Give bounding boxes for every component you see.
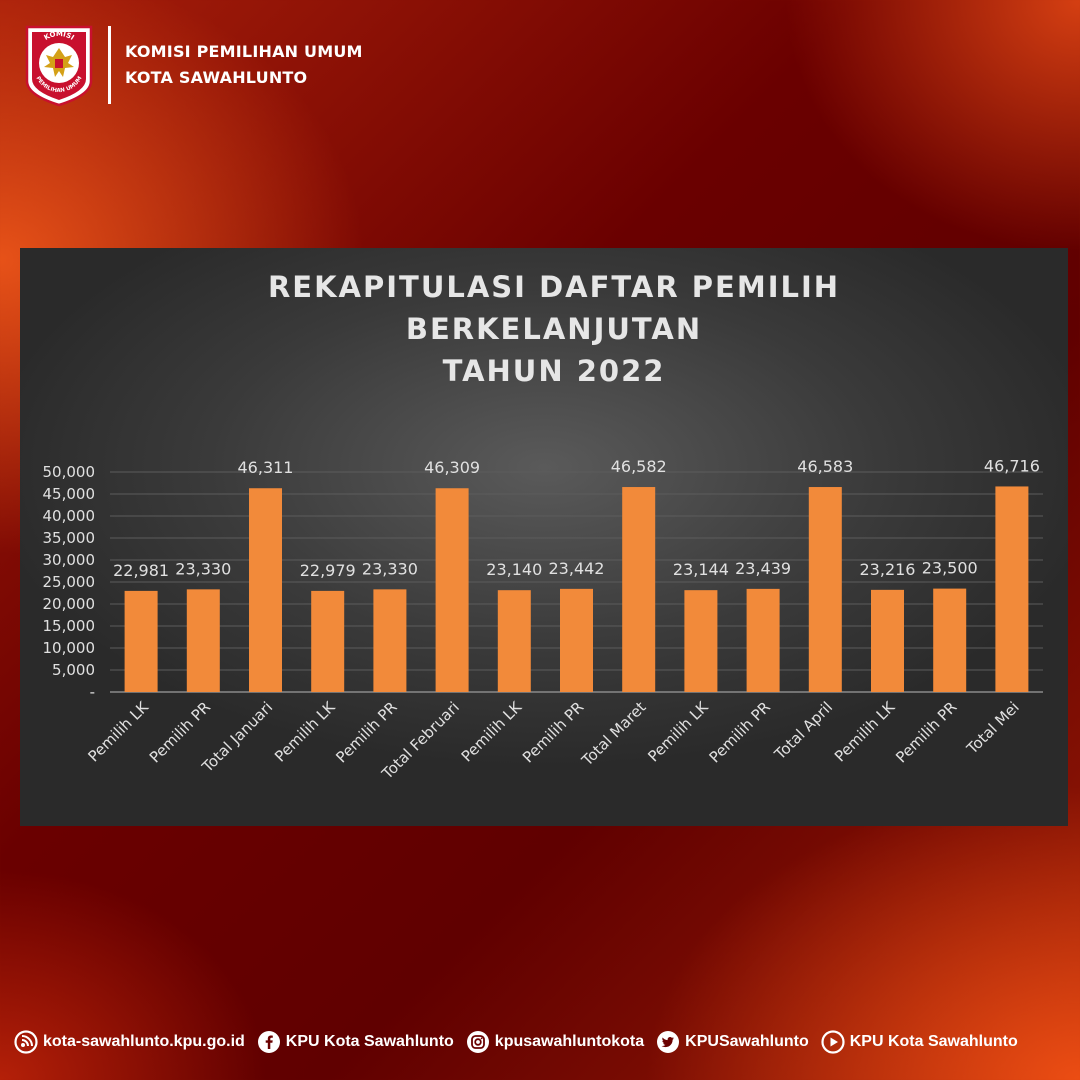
footer-facebook-text: KPU Kota Sawahlunto [285,1033,454,1050]
bar [560,588,593,692]
y-tick-label: 20,000 [43,595,96,613]
org-line1: KOMISI PEMILIHAN UMUM [125,42,363,61]
footer-twitter-text: KPUSawahlunto [685,1033,809,1050]
y-tick-label: 25,000 [43,573,96,591]
y-tick-label: 35,000 [43,529,96,547]
data-label: 23,144 [673,560,729,579]
bar [435,488,469,692]
website-icon [14,1030,38,1054]
x-tick-label: Pemilih LK [458,697,526,765]
data-label: 46,311 [238,458,294,477]
data-label: 23,500 [922,559,978,578]
x-tick-label: Total Maret [577,698,649,770]
data-label: 23,330 [175,559,231,578]
y-tick-label: 15,000 [43,617,96,635]
bar [186,589,220,692]
x-tick-label: Pemilih LK [831,697,899,765]
y-tick-label: 10,000 [43,639,96,657]
chart-title-line3: TAHUN 2022 [442,354,666,388]
x-tick-label: Pemilih PR [146,698,214,766]
facebook-icon [257,1031,280,1053]
x-tick-label: Pemilih LK [85,697,153,765]
chart-title-line2: BERKELANJUTAN [405,312,703,346]
x-tick-label: Pemilih PR [519,698,587,766]
data-label: 46,309 [424,458,480,477]
y-tick-label: 40,000 [43,507,96,525]
kpu-logo: KOMISI PEMILIHAN UMUM [25,25,93,107]
data-label: 23,216 [860,560,916,579]
bar [373,589,407,692]
svg-text:KOMISI: KOMISI [43,30,76,42]
bar [311,590,345,692]
footer-youtube[interactable]: KPU Kota Sawahlunto [821,1030,1018,1054]
logo-top-text: KOMISI [43,30,76,42]
y-tick-label: 50,000 [43,463,96,481]
footer-twitter[interactable]: KPUSawahlunto [656,1030,809,1054]
x-tick-label: Pemilih LK [644,697,712,765]
data-label: 23,330 [362,559,418,578]
x-tick-label: Total April [770,698,836,764]
y-tick-label: 5,000 [52,661,95,679]
footer-website-text: kota-sawahlunto.kpu.go.id [43,1033,245,1050]
data-label: 23,140 [486,560,542,579]
data-label: 23,439 [735,559,791,578]
bar [497,590,531,692]
youtube-icon [821,1030,845,1054]
bar [995,486,1029,692]
bar [746,588,780,692]
footer-website[interactable]: kota-sawahlunto.kpu.go.id [14,1030,245,1054]
footer-facebook[interactable]: KPU Kota Sawahlunto [257,1030,454,1054]
instagram-icon [466,1031,489,1053]
twitter-icon [657,1031,680,1053]
bar [249,488,282,692]
footer: kota-sawahlunto.kpu.go.id KPU Kota Sawah… [14,1027,1074,1057]
y-tick-label: 30,000 [43,551,96,569]
x-tick-label: Pemilih PR [332,698,400,766]
bar [871,589,904,692]
data-label: 22,979 [300,561,356,580]
bar [124,590,158,692]
y-tick-label: 45,000 [43,485,96,503]
org-line2: KOTA SAWAHLUNTO [125,68,308,87]
header: KOMISI PEMILIHAN UMUM KOMISI PEMILIHAN U… [22,22,363,108]
bar [622,487,656,692]
chart-panel [20,248,1068,826]
data-label: 46,716 [984,456,1040,475]
chart-title-line1: REKAPITULASI DAFTAR PEMILIH [267,270,841,304]
chart-title: REKAPITULASI DAFTAR PEMILIH BERKELANJUTA… [0,266,1080,392]
x-tick-label: Pemilih PR [892,698,960,766]
footer-instagram[interactable]: kpusawahluntokota [466,1030,644,1054]
bar [933,588,967,692]
data-label: 46,583 [797,457,853,476]
y-tick-label: - [90,683,95,701]
header-divider [108,26,111,104]
footer-youtube-text: KPU Kota Sawahlunto [849,1033,1018,1050]
bar [684,590,718,692]
data-label: 22,981 [113,561,169,580]
x-tick-label: Pemilih PR [706,698,774,766]
footer-instagram-text: kpusawahluntokota [494,1033,645,1050]
x-tick-label: Total Mei [963,698,1023,758]
x-tick-label: Pemilih LK [271,697,339,765]
bar [808,487,842,692]
data-label: 46,582 [611,457,667,476]
data-label: 23,442 [549,559,605,578]
org-name: KOMISI PEMILIHAN UMUM KOTA SAWAHLUNTO [125,39,363,91]
